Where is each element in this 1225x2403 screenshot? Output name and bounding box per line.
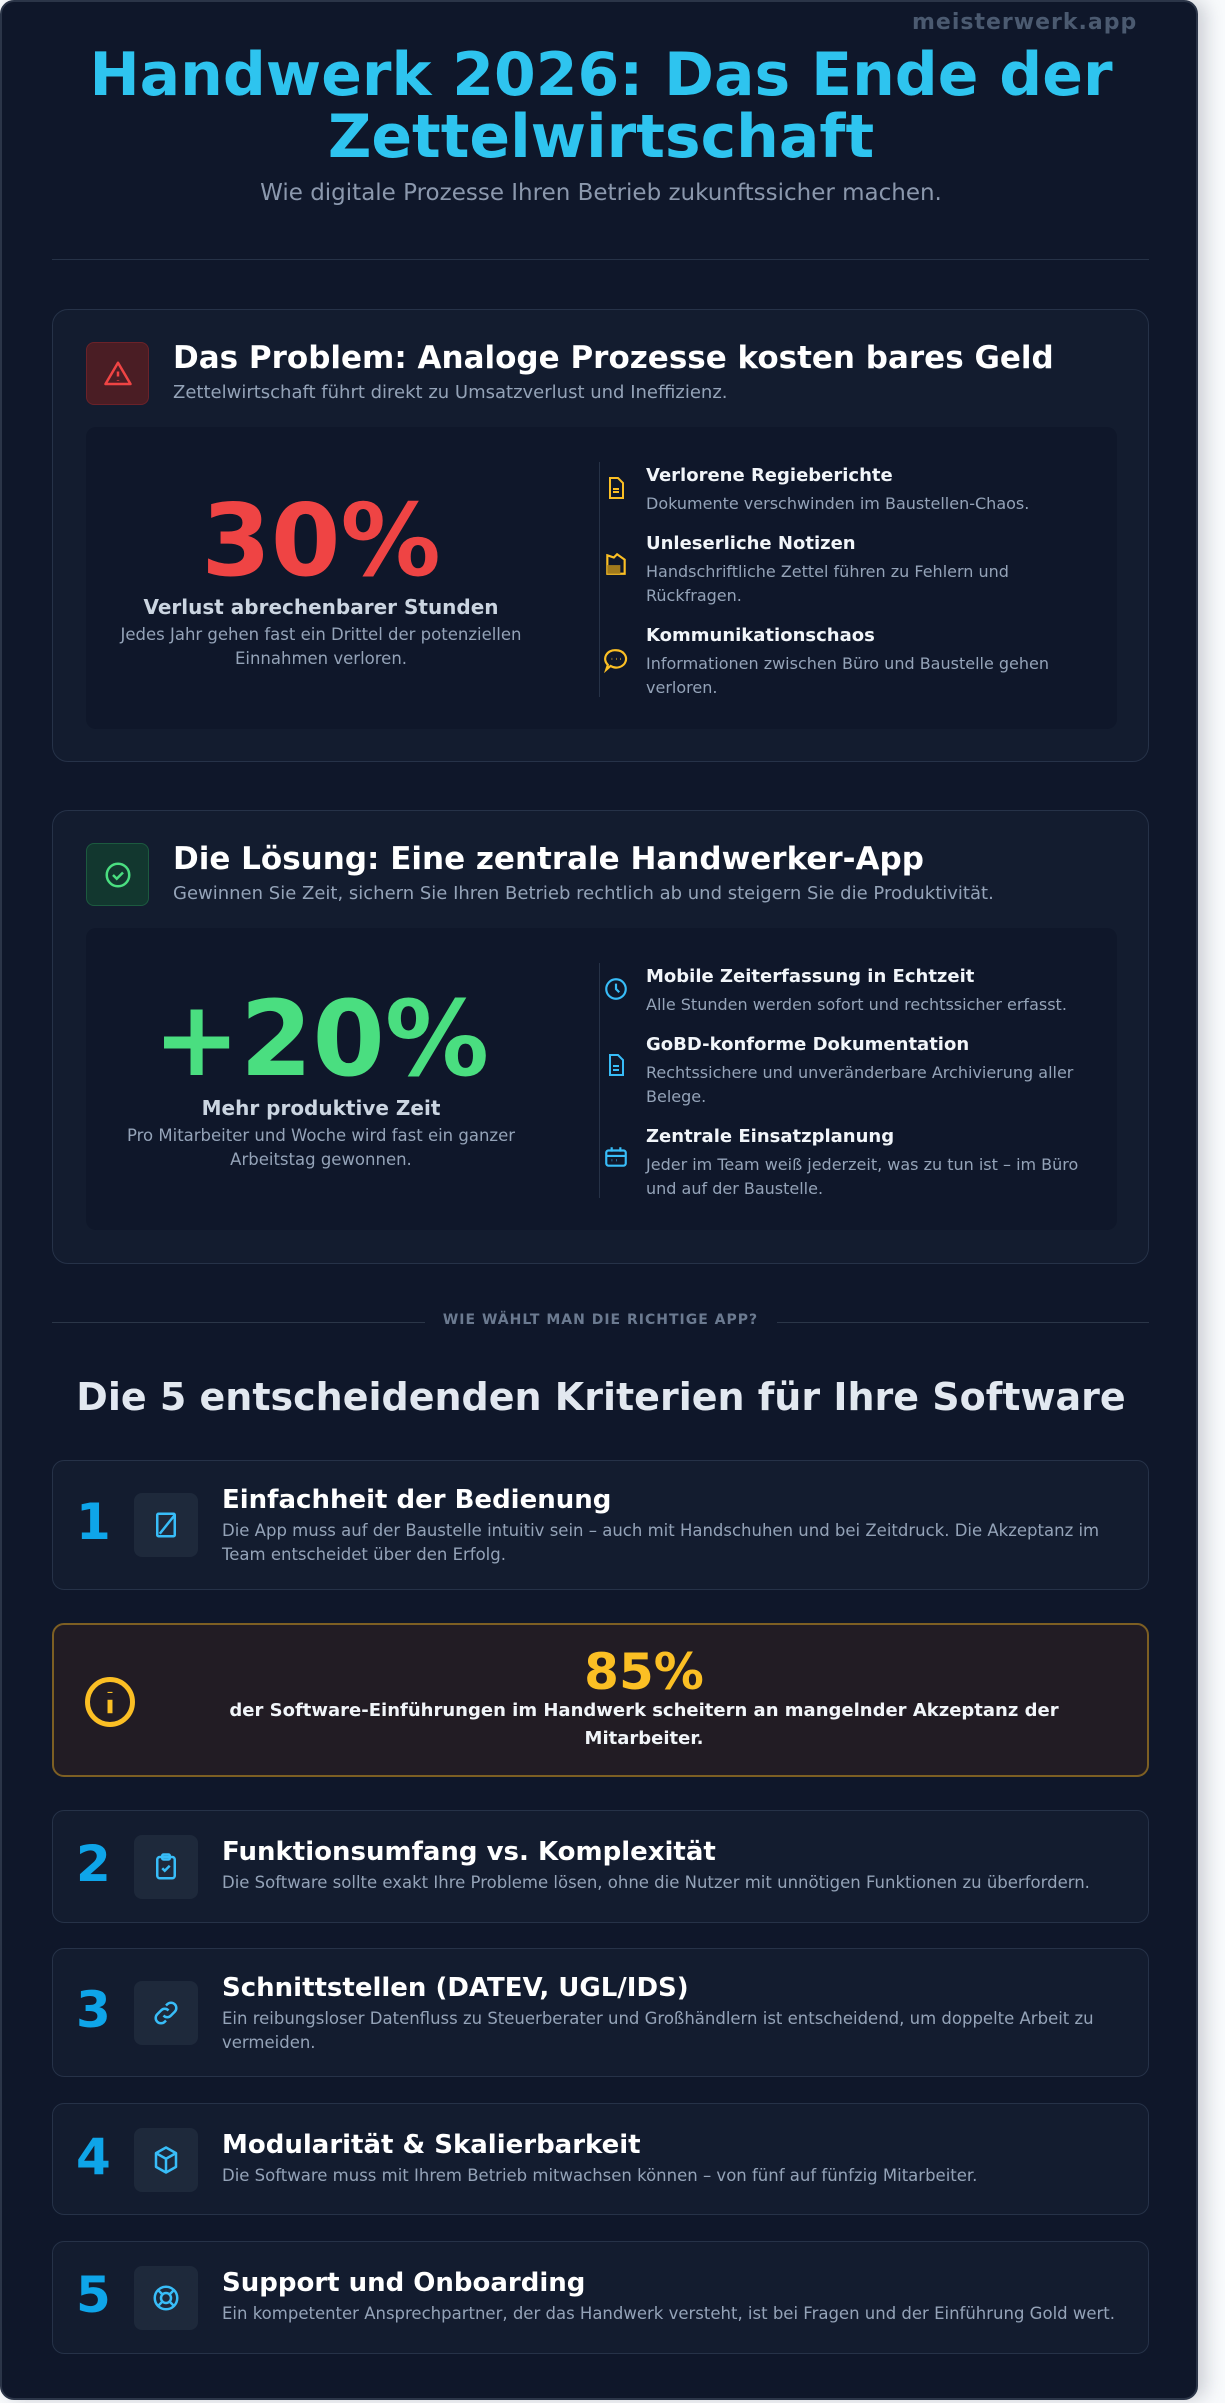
solution-stat-label: Mehr produktive Zeit [201, 1096, 441, 1120]
item-title: Kommunikationschaos [646, 625, 875, 646]
solution-stat: +20% [152, 978, 490, 1100]
file-text-icon [601, 1050, 631, 1080]
criterion-number: 5 [76, 2266, 111, 2324]
criterion-card: 3 Schnittstellen (DATEV, UGL/IDS) Ein re… [52, 1948, 1149, 2077]
item-desc: Alle Stunden werden sofort und rechtssic… [646, 995, 1067, 1014]
warning-triangle-icon [86, 342, 149, 405]
solution-stat-desc: Pro Mitarbeiter und Woche wird fast ein … [126, 1126, 516, 1169]
criteria-title: Die 5 entscheidenden Kriterien für Ihre … [76, 1375, 1126, 1419]
problem-subtitle: Zettelwirtschaft führt direkt zu Umsatzv… [173, 382, 728, 403]
item-desc: Informationen zwischen Büro und Baustell… [646, 654, 1050, 697]
criterion-number: 1 [76, 1493, 111, 1551]
criterion-number: 4 [76, 2128, 111, 2186]
criterion-title: Funktionsumfang vs. Komplexität [222, 1837, 716, 1867]
document-icon [601, 473, 631, 503]
criterion-card: 1 Einfachheit der Bedienung Die App muss… [52, 1460, 1149, 1590]
callout-stat: 85% [584, 1643, 704, 1701]
info-circle-icon [83, 1675, 137, 1733]
clock-icon [601, 974, 631, 1004]
title-line-1: Handwerk 2026: Das Ende der [89, 40, 1113, 110]
criterion-number: 3 [76, 1981, 111, 2039]
title-line-2: Zettelwirtschaft [327, 102, 875, 172]
link-icon [134, 1981, 198, 2045]
item-desc: Jeder im Team weiß jederzeit, was zu tun… [646, 1155, 1079, 1198]
criterion-card: 5 Support und Onboarding Ein kompetenter… [52, 2241, 1149, 2354]
tablet-pen-icon [134, 1493, 198, 1557]
solution-heading: Die Lösung: Eine zentrale Handwerker-App [173, 841, 924, 877]
criterion-desc: Die Software muss mit Ihrem Betrieb mitw… [222, 2166, 978, 2185]
clipboard-check-icon [134, 1835, 198, 1899]
item-title: Mobile Zeiterfassung in Echtzeit [646, 966, 975, 987]
panel-divider [599, 462, 600, 697]
problem-card: Das Problem: Analoge Prozesse kosten bar… [52, 309, 1149, 762]
item-desc: Dokumente verschwinden im Baustellen-Cha… [646, 494, 1030, 513]
criterion-title: Schnittstellen (DATEV, UGL/IDS) [222, 1973, 689, 2003]
section-separator: WIE WÄHLT MAN DIE RICHTIGE APP? [52, 1312, 1149, 1332]
callout-box: 85% der Software-Einführungen im Handwer… [52, 1623, 1149, 1777]
check-circle-icon [86, 843, 149, 906]
problem-heading: Das Problem: Analoge Prozesse kosten bar… [173, 340, 1054, 376]
page-title: Handwerk 2026: Das Ende der Zettelwirtsch… [2, 44, 1200, 168]
criterion-desc: Ein reibungsloser Datenfluss zu Steuerbe… [222, 2009, 1094, 2052]
solution-panel: +20% Mehr produktive Zeit Pro Mitarbeite… [86, 928, 1117, 1230]
criterion-title: Modularität & Skalierbarkeit [222, 2130, 641, 2160]
page-subtitle: Wie digitale Prozesse Ihren Betrieb zuku… [260, 180, 942, 206]
criterion-desc: Die App muss auf der Baustelle intuitiv … [222, 1521, 1100, 1564]
solution-card: Die Lösung: Eine zentrale Handwerker-App… [52, 810, 1149, 1264]
problem-stat-desc: Jedes Jahr gehen fast ein Drittel der po… [120, 625, 522, 668]
item-desc: Handschriftliche Zettel führen zu Fehler… [646, 562, 1009, 605]
calendar-icon [601, 1142, 631, 1172]
chat-bubble-icon [601, 645, 631, 675]
criterion-card: 4 Modularität & Skalierbarkeit Die Softw… [52, 2103, 1149, 2215]
criterion-number: 2 [76, 1835, 111, 1893]
watermark: meisterwerk.app [912, 10, 1138, 35]
criterion-desc: Ein kompetenter Ansprechpartner, der das… [222, 2304, 1116, 2323]
item-title: Zentrale Einsatzplanung [646, 1126, 895, 1147]
cube-icon [134, 2128, 198, 2192]
panel-divider [599, 963, 600, 1198]
item-title: GoBD-konforme Dokumentation [646, 1034, 970, 1055]
item-title: Verlorene Regieberichte [646, 465, 893, 486]
criterion-title: Einfachheit der Bedienung [222, 1485, 612, 1515]
separator-line [52, 1322, 425, 1323]
criterion-card: 2 Funktionsumfang vs. Komplexität Die So… [52, 1810, 1149, 1923]
criterion-desc: Die Software sollte exakt Ihre Probleme … [222, 1873, 1090, 1892]
lifebuoy-icon [134, 2266, 198, 2330]
item-title: Unleserliche Notizen [646, 533, 856, 554]
problem-stat: 30% [201, 482, 441, 599]
separator-line [777, 1322, 1149, 1323]
divider [52, 259, 1149, 260]
solution-subtitle: Gewinnen Sie Zeit, sichern Sie Ihren Bet… [173, 883, 994, 904]
infographic-frame: meisterwerk.app Handwerk 2026: Das Ende … [0, 0, 1198, 2400]
item-desc: Rechtssichere und unveränderbare Archivi… [646, 1063, 1074, 1106]
problem-panel: 30% Verlust abrechenbarer Stunden Jedes … [86, 427, 1117, 729]
callout-text: der Software-Einführungen im Handwerk sc… [229, 1700, 1059, 1749]
criterion-title: Support und Onboarding [222, 2268, 586, 2298]
crumpled-note-icon [601, 549, 631, 579]
problem-stat-label: Verlust abrechenbarer Stunden [143, 595, 499, 619]
separator-label: WIE WÄHLT MAN DIE RICHTIGE APP? [442, 1312, 759, 1328]
